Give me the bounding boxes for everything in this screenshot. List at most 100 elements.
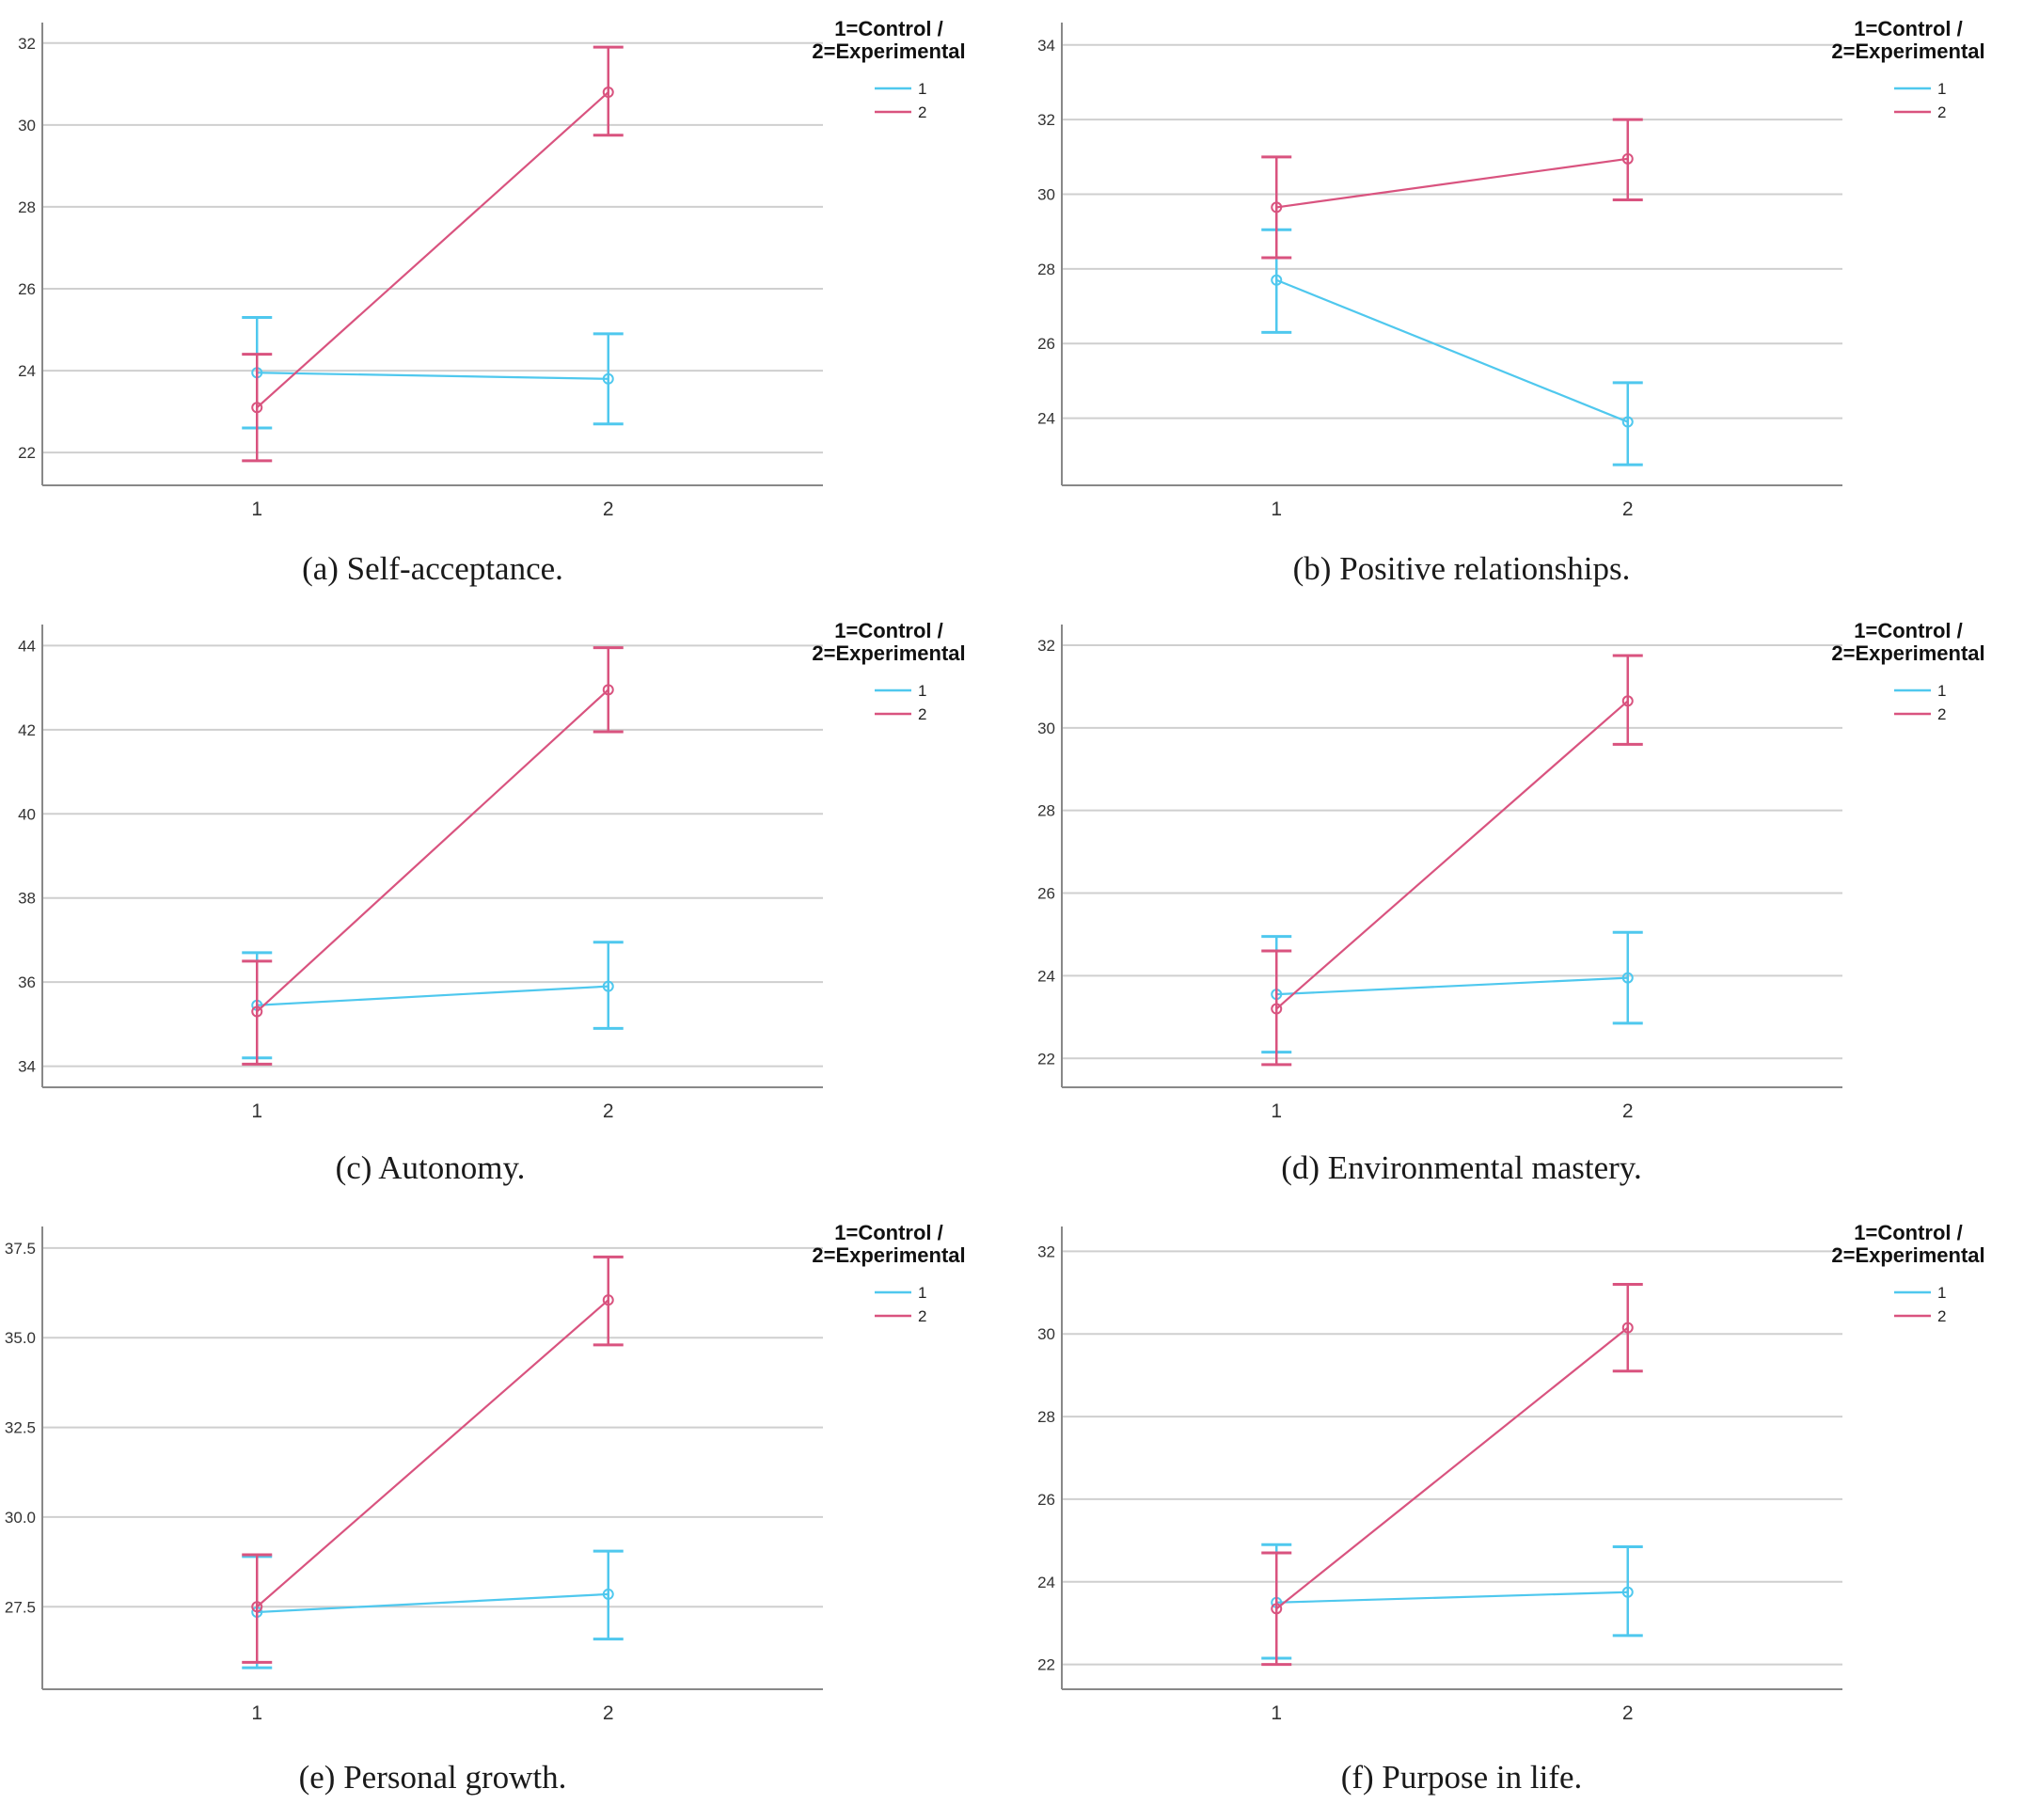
legend-title: 2=Experimental — [812, 1243, 965, 1267]
y-tick-label: 32 — [1037, 1242, 1055, 1260]
chart-environmental-mastery: 22 24 26 28 30 32 1 2 1=Control /2=Experimental 1… — [1019, 611, 2039, 1138]
series-line — [1276, 1591, 1628, 1604]
series-2 — [1261, 654, 1643, 1067]
x-tick-label: 1 — [1271, 1100, 1282, 1122]
legend-title: 2=Experimental — [1831, 641, 1984, 665]
legend: 1=Control /2=Experimental 1 2 — [812, 1221, 965, 1325]
series-line — [1276, 157, 1628, 209]
legend-label: 2 — [1937, 1307, 1946, 1325]
y-tick-label: 24 — [1037, 967, 1055, 985]
y-tick-label: 30 — [1037, 1325, 1055, 1343]
y-tick-label: 38 — [18, 890, 36, 908]
data-point — [602, 1294, 614, 1306]
legend-title: 1=Control / — [1854, 17, 1963, 40]
legend: 1=Control /2=Experimental 1 2 — [812, 619, 965, 723]
y-tick-label: 28 — [1037, 802, 1055, 820]
series-line — [1275, 278, 1629, 423]
x-tick-label: 2 — [1622, 1702, 1634, 1724]
series-2 — [242, 1255, 624, 1664]
data-point — [251, 1005, 263, 1018]
caption-self-acceptance: (a) Self-acceptance. — [302, 550, 563, 587]
series-1 — [1261, 228, 1643, 467]
y-tick-label: 34 — [1037, 37, 1055, 55]
y-tick-label: 44 — [18, 637, 36, 655]
legend-title: 1=Control / — [834, 1221, 943, 1244]
legend-label: 2 — [1937, 705, 1946, 723]
y-tick-label: 32 — [18, 35, 36, 53]
y-tick-label: 22 — [1037, 1656, 1055, 1674]
chart-personal-growth: 27.5 30.0 32.5 35.0 37.5 1 2 1=Control /2=Exper… — [0, 1213, 1019, 1740]
legend-title: 2=Experimental — [812, 641, 965, 665]
legend-title: 2=Experimental — [1831, 1243, 1984, 1267]
legend-label: 1 — [918, 682, 926, 700]
data-point — [602, 684, 614, 696]
series-line — [257, 985, 609, 1006]
y-tick-label: 26 — [1037, 1491, 1055, 1509]
caption-personal-growth: (e) Personal growth. — [298, 1759, 567, 1796]
data-point — [251, 1601, 263, 1613]
y-tick-label: 22 — [1037, 1050, 1055, 1068]
series-1 — [242, 315, 624, 430]
legend-title: 1=Control / — [834, 619, 943, 642]
x-tick-label: 1 — [251, 1702, 262, 1724]
y-tick-label: 37.5 — [5, 1240, 36, 1258]
x-tick-label: 1 — [251, 499, 262, 520]
legend-title: 1=Control / — [1854, 619, 1963, 642]
data-point — [1621, 695, 1634, 707]
legend: 1=Control /2=Experimental 1 2 — [1831, 619, 1984, 723]
y-tick-label: 28 — [1037, 261, 1055, 278]
series-line — [256, 1299, 609, 1608]
y-tick-label: 35.0 — [5, 1329, 36, 1347]
data-point — [1621, 1586, 1634, 1598]
y-tick-label: 32 — [1037, 111, 1055, 129]
chart-svg: 27.530.032.535.037.51 21=Control /2=Exper… — [5, 1221, 966, 1724]
series-1 — [1261, 930, 1643, 1054]
legend-label: 1 — [918, 1284, 926, 1302]
y-tick-label: 36 — [18, 973, 36, 991]
series-2 — [242, 646, 624, 1066]
series-line — [1275, 1326, 1629, 1610]
series-line — [1275, 700, 1629, 1010]
y-tick-label: 24 — [1037, 410, 1055, 428]
x-tick-label: 2 — [603, 1702, 614, 1724]
legend-title: 2=Experimental — [812, 40, 965, 63]
chart-purpose-in-life: 22 24 26 28 30 32 1 2 1=Control /2=Experimental 1… — [1019, 1213, 2039, 1740]
legend-label: 2 — [1937, 103, 1946, 121]
y-tick-label: 34 — [18, 1058, 36, 1076]
y-tick-label: 28 — [1037, 1408, 1055, 1426]
x-tick-label: 2 — [603, 1100, 614, 1122]
data-point — [1271, 1003, 1283, 1015]
data-point — [602, 1588, 614, 1600]
y-tick-label: 42 — [18, 721, 36, 739]
y-tick-label: 24 — [1037, 1574, 1055, 1591]
series-line — [1276, 976, 1628, 996]
data-point — [602, 372, 614, 385]
y-tick-label: 30.0 — [5, 1509, 36, 1527]
x-tick-label: 2 — [1622, 499, 1634, 520]
data-point — [602, 87, 614, 99]
y-tick-label: 30 — [1037, 186, 1055, 204]
legend-label: 1 — [1937, 1284, 1946, 1302]
data-point — [1271, 274, 1283, 286]
legend-title: 1=Control / — [834, 17, 943, 40]
data-point — [1621, 152, 1634, 165]
data-point — [1621, 416, 1634, 428]
data-point — [602, 980, 614, 992]
series-1 — [1261, 1543, 1643, 1660]
y-tick-label: 26 — [1037, 335, 1055, 353]
x-tick-label: 2 — [603, 499, 614, 520]
y-tick-label: 40 — [18, 805, 36, 823]
y-tick-label: 26 — [1037, 885, 1055, 903]
series-1 — [242, 941, 624, 1060]
x-tick-label: 1 — [1271, 499, 1282, 520]
y-tick-label: 32.5 — [5, 1419, 36, 1437]
legend-title: 2=Experimental — [1831, 40, 1984, 63]
data-point — [251, 402, 263, 414]
legend-label: 2 — [918, 103, 926, 121]
caption-purpose-in-life: (f) Purpose in life. — [1340, 1759, 1583, 1796]
series-line — [256, 91, 609, 409]
